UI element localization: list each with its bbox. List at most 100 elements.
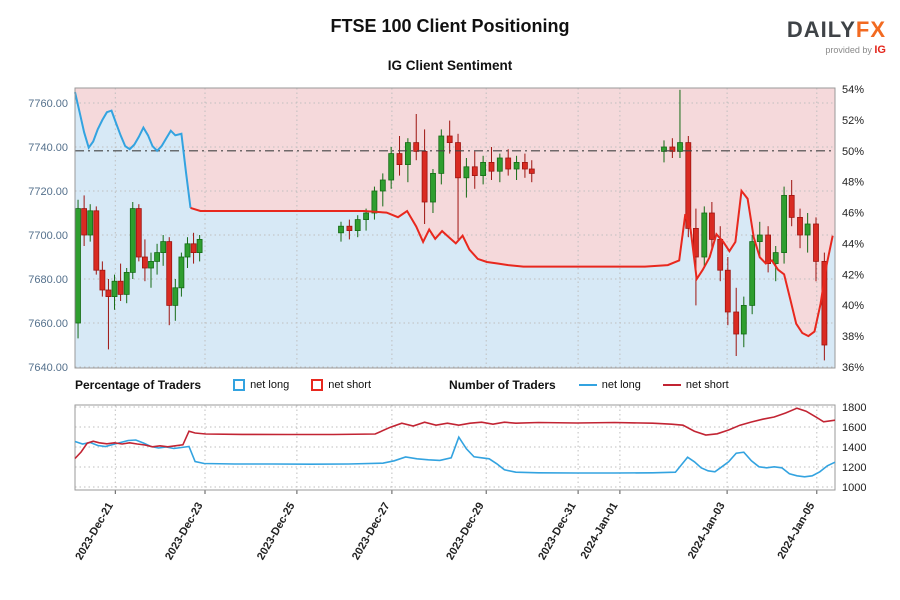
- candle-body: [123, 271, 130, 295]
- pct-tick-label: 42%: [842, 269, 864, 281]
- date-label: 2023-Dec-25: [255, 501, 298, 563]
- candle-body: [99, 269, 106, 291]
- pct-tick-label: 48%: [842, 177, 864, 189]
- legend: Percentage of Traders net long net short…: [75, 376, 865, 394]
- candle-body: [733, 311, 740, 335]
- candle-body: [496, 157, 503, 172]
- candle-body: [371, 190, 378, 214]
- date-label: 2024-Jan-01: [579, 501, 621, 562]
- pct-tick-label: 46%: [842, 208, 864, 220]
- candle-body: [821, 260, 828, 346]
- count-tick-label: 1000: [842, 482, 866, 494]
- candle-body: [172, 287, 179, 306]
- candle-body: [354, 219, 361, 232]
- price-tick-label: 7760.00: [28, 98, 68, 110]
- pct-tick-label: 36%: [842, 362, 864, 374]
- pct-tick-label: 54%: [842, 84, 864, 96]
- candle-body: [160, 241, 167, 254]
- legend-percentage-label: Percentage of Traders: [75, 378, 202, 392]
- net-long-swatch-icon: [233, 379, 246, 391]
- candle-body: [677, 142, 683, 152]
- date-label: 2023-Dec-23: [163, 501, 206, 563]
- candle-body: [190, 243, 197, 254]
- logo-fx-text: FX: [855, 17, 886, 42]
- ig-logo: IG: [874, 44, 886, 57]
- candle-body: [111, 280, 118, 298]
- date-label: 2023-Dec-29: [444, 501, 487, 563]
- candle-body: [141, 256, 148, 269]
- count-tick-label: 1800: [842, 402, 866, 414]
- candle-body: [81, 208, 87, 236]
- legend-count-net-long: net long: [578, 379, 641, 391]
- net-long-label: net long: [601, 379, 641, 391]
- candle-body: [129, 208, 136, 273]
- candle-body: [788, 194, 795, 218]
- net-long-label: net long: [250, 379, 290, 391]
- date-label: 2024-Jan-05: [775, 501, 817, 562]
- candle-body: [717, 238, 724, 271]
- candle-body: [421, 150, 428, 203]
- candle-body: [196, 238, 203, 253]
- count-tick-label: 1200: [842, 462, 866, 474]
- candle-body: [430, 172, 436, 203]
- candle-body: [781, 194, 787, 253]
- price-tick-label: 7700.00: [28, 230, 68, 242]
- count-tick-label: 1600: [842, 422, 866, 434]
- candle-body: [388, 153, 395, 181]
- count-tick-label: 1400: [842, 442, 866, 454]
- candle-body: [522, 161, 528, 170]
- dailyfx-wordmark: DAILYFX: [787, 17, 886, 42]
- net-short-line-icon: [662, 384, 681, 386]
- candle-body: [749, 241, 756, 306]
- candle-body: [396, 153, 403, 166]
- date-label: 2023-Dec-31: [536, 501, 579, 563]
- candle-body: [105, 289, 112, 297]
- net-short-label: net short: [328, 379, 372, 391]
- net-long-zone-fill: [75, 92, 835, 368]
- candle-body: [709, 212, 715, 240]
- candle-body: [148, 260, 154, 269]
- count-net-long-line: [74, 435, 836, 478]
- candle-body: [724, 269, 731, 313]
- candle-body: [797, 216, 803, 236]
- price-tick-label: 7640.00: [28, 362, 68, 374]
- page-title: FTSE 100 Client Positioning: [330, 16, 570, 36]
- candle-body: [765, 234, 771, 265]
- candle-body: [480, 161, 487, 176]
- pct-tick-label: 40%: [842, 300, 864, 312]
- candle-body: [488, 161, 495, 172]
- pct-tick-label: 44%: [842, 238, 864, 250]
- date-label: 2023-Dec-27: [350, 501, 393, 563]
- count-net-short-line: [74, 407, 836, 460]
- provided-by-text: provided by: [825, 45, 872, 56]
- dailyfx-logo[interactable]: DAILYFX provided by IG: [787, 17, 886, 56]
- candle-body: [701, 212, 708, 258]
- candle-body: [438, 135, 445, 174]
- net-short-label: net short: [685, 379, 729, 391]
- candle-body: [446, 135, 453, 143]
- candle-body: [135, 208, 142, 258]
- traders-plot-border: [74, 404, 836, 491]
- date-label: 2024-Jan-03: [686, 501, 728, 562]
- candle-body: [75, 208, 81, 324]
- pct-tick-label: 50%: [842, 146, 864, 158]
- candle-body: [346, 225, 353, 231]
- candle-body: [404, 142, 411, 166]
- legend-pct-net-short: net short: [311, 379, 371, 391]
- candle-body: [528, 168, 535, 174]
- candle-body: [804, 223, 811, 236]
- pct-net-long-line: [74, 91, 192, 209]
- pct-tick-label: 52%: [842, 115, 864, 127]
- candle-body: [87, 210, 94, 236]
- candle-body: [166, 241, 173, 306]
- provided-by-line: provided by IG: [787, 44, 886, 56]
- candle-body: [93, 210, 100, 271]
- candle-body: [463, 166, 470, 179]
- candle-body: [756, 234, 763, 242]
- candle-body: [813, 223, 819, 262]
- price-tick-label: 7660.00: [28, 318, 68, 330]
- candle-body: [338, 225, 344, 234]
- legend-pct-net-long: net long: [233, 379, 289, 391]
